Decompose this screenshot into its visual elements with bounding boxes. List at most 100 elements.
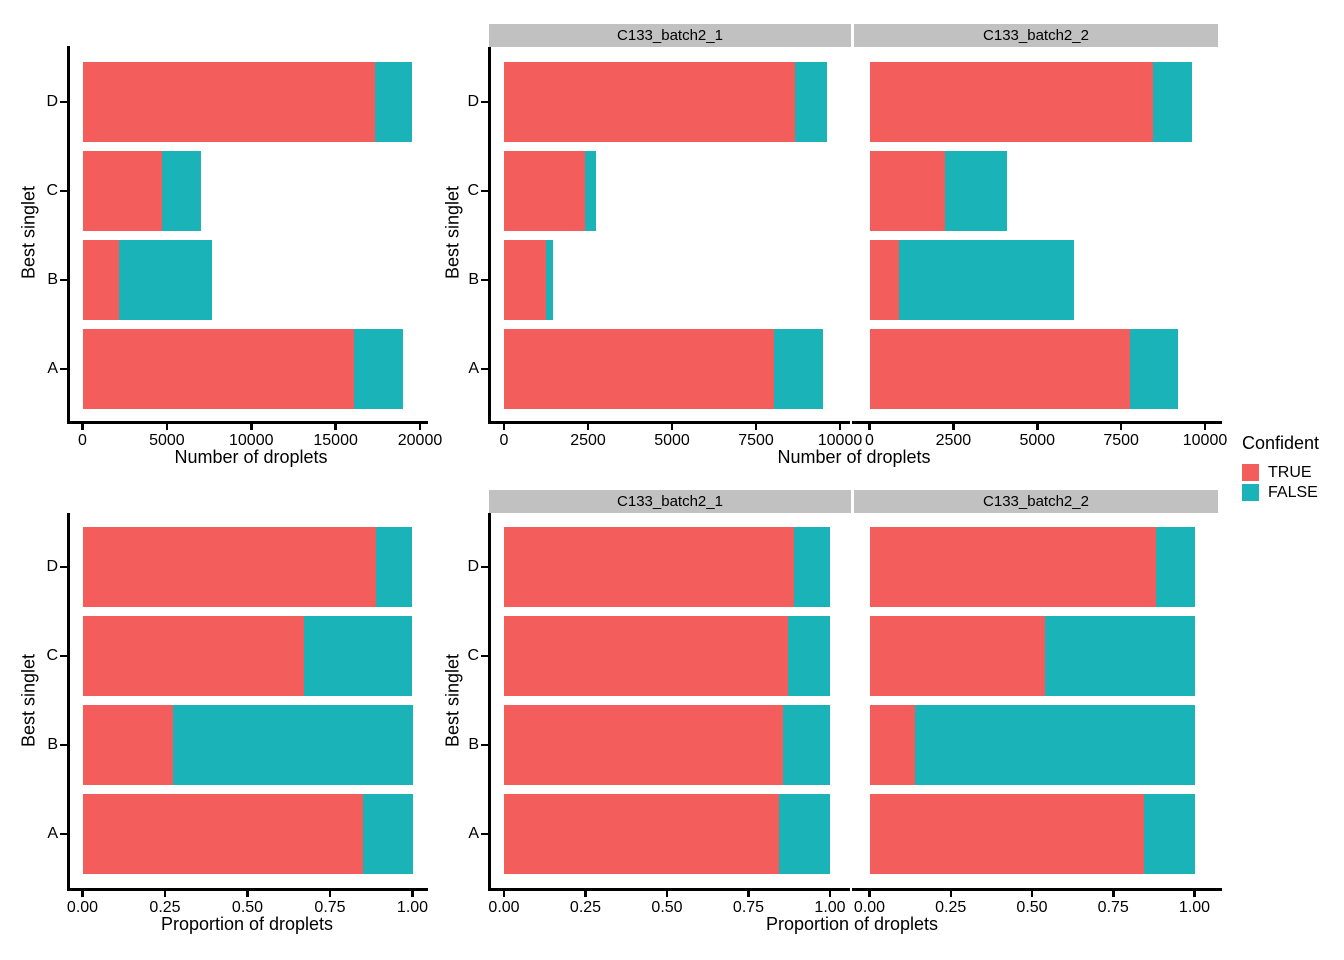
x-tick [584, 890, 587, 897]
bar-segment-false [779, 794, 830, 874]
bar-segment-true [504, 705, 783, 785]
y-tick [481, 565, 488, 569]
x-tick [81, 890, 84, 897]
y-tick [481, 100, 488, 104]
bar-segment-true [869, 329, 1130, 409]
x-axis-title-counts-left: Number of droplets [174, 447, 328, 467]
bar-segment-false [376, 527, 413, 607]
x-tick-label: 1.00 [1178, 899, 1211, 916]
x-axis-line [488, 888, 850, 891]
x-tick-label: 5000 [1019, 432, 1056, 449]
y-axis-label: B [47, 736, 58, 753]
y-axis-label: B [468, 736, 479, 753]
legend-row-false: FALSE [1242, 483, 1319, 501]
x-tick-label: 10000 [229, 432, 274, 449]
legend-row-true: TRUE [1242, 464, 1319, 481]
bar-segment-false [898, 240, 1075, 320]
y-tick [60, 100, 67, 104]
x-axis-title-proportion-facets: Proportion of droplets [765, 914, 939, 934]
x-tick [1193, 890, 1196, 897]
x-tick-label: 1.00 [814, 899, 846, 916]
bar-segment-false [375, 62, 412, 142]
bar-segment-true [82, 794, 363, 874]
y-axis-line [488, 513, 491, 891]
bar-segment-true [504, 794, 780, 874]
y-tick [60, 565, 67, 569]
x-tick [250, 423, 253, 430]
x-tick-label: 2500 [935, 432, 972, 449]
x-tick-label: 0 [78, 432, 87, 449]
bar-segment-true [82, 151, 162, 231]
x-tick [828, 890, 832, 897]
legend-title: Confident [1242, 433, 1320, 453]
bar-segment-true [869, 62, 1153, 142]
y-axis-label: D [467, 558, 479, 575]
bar-segment-true [504, 329, 775, 409]
x-tick [165, 423, 169, 430]
bar-segment-false [1144, 794, 1195, 874]
legend-swatch-false-icon [1242, 483, 1259, 501]
x-tick [754, 423, 758, 430]
bar-segment-false [118, 240, 213, 320]
y-axis-label: C [467, 182, 479, 199]
bar-segment-false [546, 240, 554, 320]
x-tick [246, 890, 249, 897]
x-tick [502, 890, 506, 897]
x-tick-label: 5000 [149, 432, 185, 449]
x-tick [1119, 423, 1123, 430]
x-axis-line [67, 888, 428, 891]
x-tick [163, 890, 167, 897]
bar-segment-true [869, 794, 1145, 874]
bar-segment-true [869, 527, 1156, 607]
y-axis-label: D [46, 558, 58, 575]
x-tick [411, 890, 414, 897]
x-tick [418, 423, 422, 430]
y-axis-line [67, 513, 70, 891]
x-tick [328, 890, 332, 897]
x-tick [1203, 423, 1207, 430]
y-axis-line [488, 47, 491, 424]
y-tick [60, 743, 67, 747]
x-tick-label: 0.75 [1097, 899, 1129, 916]
bar-segment-false [173, 705, 413, 785]
bar-segment-true [869, 616, 1045, 696]
y-tick [60, 367, 67, 371]
facet-strip: C133_batch2_2 [854, 490, 1218, 513]
x-tick [747, 890, 750, 897]
x-axis-line [852, 888, 1222, 891]
bar-segment-true [82, 329, 355, 409]
x-tick-label: 0.00 [853, 899, 886, 916]
bar-segment-false [782, 705, 830, 785]
y-tick [481, 367, 488, 371]
facet-strip: C133_batch2_1 [489, 24, 851, 47]
x-tick-label: 0 [499, 432, 509, 449]
x-axis-line [67, 421, 428, 424]
x-tick [334, 423, 337, 430]
x-tick-label: 0.75 [314, 899, 346, 916]
y-tick [481, 654, 488, 658]
x-tick-label: 7500 [738, 432, 774, 449]
x-axis-title-proportion-left: Proportion of droplets [160, 914, 334, 934]
y-axis-label: D [46, 93, 58, 110]
bar-segment-true [504, 240, 546, 320]
facet-strip: C133_batch2_1 [489, 490, 851, 513]
y-tick [60, 189, 67, 193]
x-tick [665, 890, 669, 897]
y-axis-label: B [468, 271, 479, 288]
bar-segment-false [787, 616, 830, 696]
bar-segment-true [504, 62, 795, 142]
bar-segment-true [82, 705, 174, 785]
x-tick [81, 423, 84, 430]
x-tick-label: 0.25 [149, 899, 181, 916]
bar-segment-false [161, 151, 201, 231]
bar-segment-false [303, 616, 413, 696]
x-tick-label: 15000 [313, 432, 358, 449]
x-tick-label: 0.25 [569, 899, 602, 916]
y-tick [60, 278, 67, 282]
x-axis-line [488, 421, 850, 424]
facet-strip: C133_batch2_2 [854, 24, 1218, 47]
x-tick-label: 0.00 [488, 899, 520, 916]
bar-segment-false [354, 329, 404, 409]
y-axis-label: A [468, 360, 479, 377]
